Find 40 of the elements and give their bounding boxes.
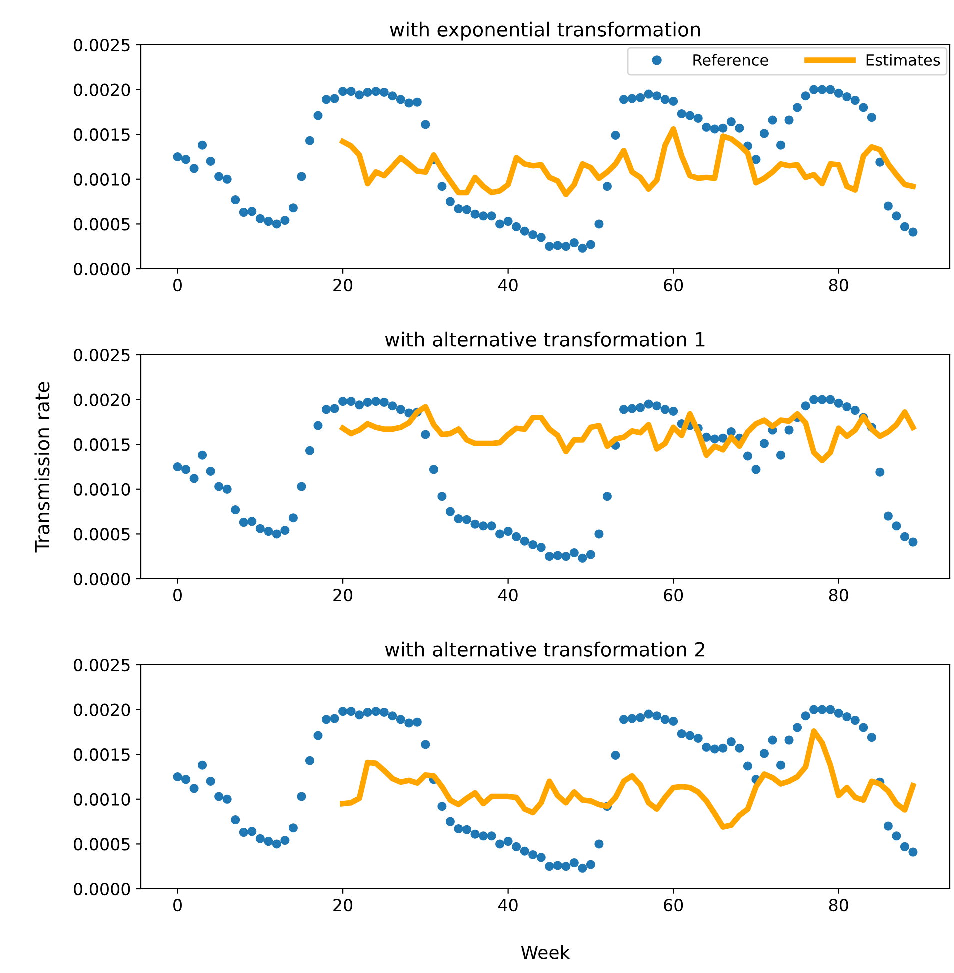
x-tick-label: 0 [174, 899, 182, 912]
x-tick-label: 20 [334, 899, 353, 912]
x-tick-label: 40 [498, 899, 518, 912]
x-axis-title: Week [521, 945, 570, 960]
y-tick-label: 0.0000 [74, 262, 130, 276]
y-tick-label: 0.0015 [74, 438, 130, 452]
y-tick-label: 0.0020 [74, 84, 130, 96]
y-tick-label: 0.0015 [74, 748, 130, 762]
y-tick-label: 0.0020 [74, 704, 130, 716]
x-tick-label: 20 [334, 589, 353, 602]
legend-label: Reference [694, 54, 768, 66]
x-tick-label: 80 [829, 899, 848, 912]
x-tick-label: 80 [829, 279, 848, 292]
x-tick-label: 40 [498, 279, 518, 292]
x-tick-label: 60 [664, 589, 684, 602]
x-tick-label: 60 [664, 279, 684, 292]
x-tick-label: 40 [498, 589, 518, 602]
x-tick-label: 60 [664, 899, 684, 912]
x-tick-label: 0 [174, 589, 182, 602]
y-tick-label: 0.0005 [74, 528, 130, 541]
y-tick-label: 0.0005 [74, 218, 130, 231]
chart-title: with alternative transformation 1 [385, 332, 705, 347]
y-tick-label: 0.0000 [74, 572, 130, 586]
y-tick-label: 0.0010 [74, 793, 130, 806]
legend-label: Estimates [866, 54, 940, 66]
y-tick-label: 0.0005 [74, 838, 130, 851]
x-tick-label: 80 [829, 589, 848, 602]
y-tick-label: 0.0025 [74, 658, 130, 672]
y-tick-label: 0.0015 [74, 128, 130, 142]
y-tick-label: 0.0025 [74, 38, 130, 52]
x-tick-label: 0 [174, 279, 182, 292]
chart-title: with exponential transformation [390, 22, 700, 41]
y-axis-title: Transmission rate [34, 382, 50, 553]
y-tick-label: 0.0010 [74, 173, 130, 186]
y-tick-label: 0.0020 [74, 394, 130, 406]
chart-title: with alternative transformation 2 [385, 642, 705, 657]
y-tick-label: 0.0025 [74, 348, 130, 362]
y-tick-label: 0.0000 [74, 882, 130, 896]
y-tick-label: 0.0010 [74, 483, 130, 496]
x-tick-label: 20 [334, 279, 353, 292]
